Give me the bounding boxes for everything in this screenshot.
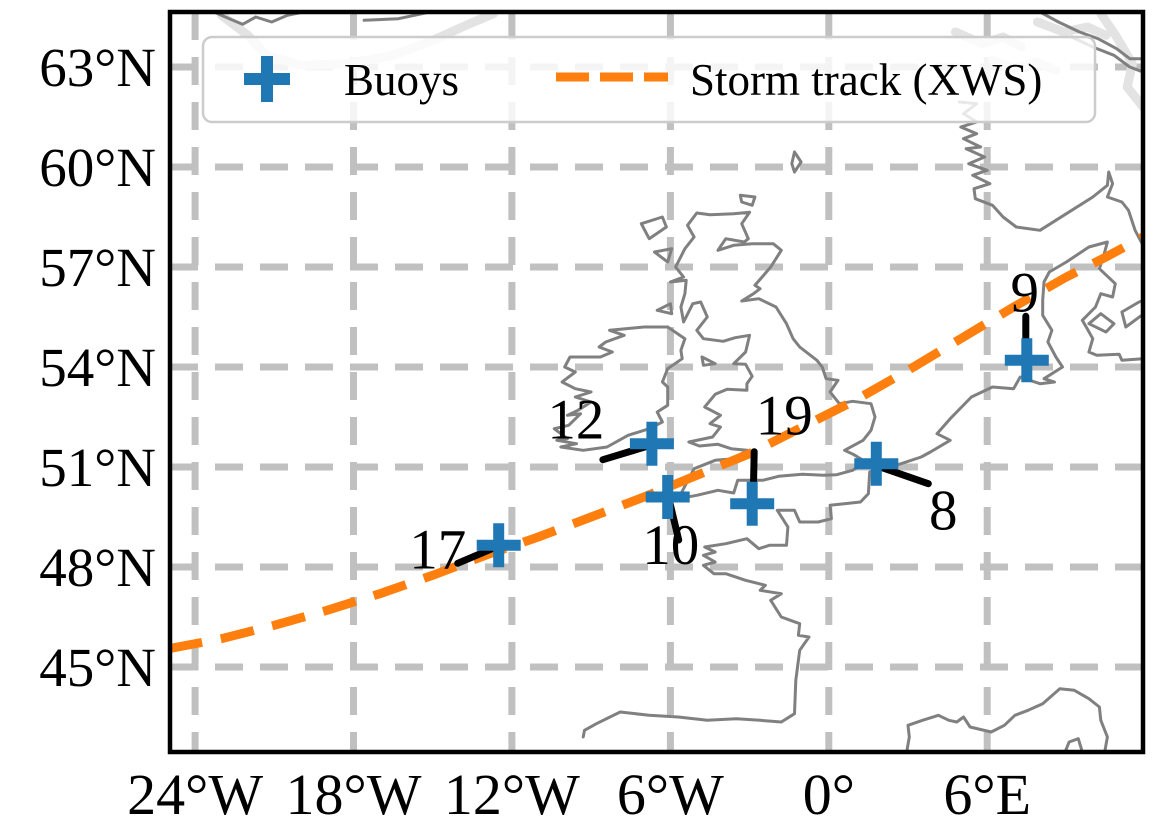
y-tick-label: 63°N bbox=[39, 37, 156, 98]
buoy-label-10: 10 bbox=[642, 514, 699, 577]
storm-track-layer bbox=[172, 233, 1141, 653]
tick-labels-layer: 24°W 18°W 12°W 6°W 0° 6°E 63°N 60°N 57°N 54°N 51°N… bbox=[39, 37, 1031, 827]
buoys-layer: 17 12 10 19 8 9 bbox=[409, 261, 1049, 581]
coastline bbox=[700, 355, 717, 367]
coastline bbox=[1064, 737, 1084, 750]
coastline bbox=[790, 150, 803, 174]
plot-frame bbox=[167, 9, 1146, 755]
coastline-light bbox=[1096, 14, 1141, 112]
legend-buoys-label: Buoys bbox=[344, 55, 459, 105]
coastline bbox=[215, 14, 302, 26]
x-tick-label: 24°W bbox=[127, 762, 263, 827]
y-tick-label: 60°N bbox=[39, 137, 156, 198]
coastline bbox=[1120, 299, 1141, 329]
buoy-marker-19 bbox=[730, 481, 775, 526]
coastline bbox=[905, 687, 1109, 750]
buoy-marker-17 bbox=[476, 523, 521, 568]
buoy-marker-8 bbox=[854, 441, 899, 486]
y-tick-label: 54°N bbox=[39, 337, 156, 398]
buoy-label-8: 8 bbox=[929, 480, 958, 543]
legend-track-label: Storm track (XWS) bbox=[690, 55, 1042, 105]
x-tick-label: 18°W bbox=[286, 762, 422, 827]
coastline bbox=[668, 210, 877, 501]
buoy-label-19: 19 bbox=[756, 385, 813, 448]
coastline bbox=[639, 215, 668, 241]
x-tick-label: 12°W bbox=[444, 762, 580, 827]
buoy-marker-12 bbox=[629, 421, 674, 466]
legend: Buoys Storm track (XWS) bbox=[201, 35, 1097, 124]
coastline bbox=[738, 193, 757, 207]
buoy-plus-icon bbox=[244, 56, 290, 102]
coastline bbox=[655, 302, 674, 316]
coastline bbox=[653, 247, 674, 264]
x-tick-label: 6°E bbox=[943, 762, 1031, 827]
y-tick-label: 51°N bbox=[39, 437, 156, 498]
x-tick-label: 0° bbox=[803, 762, 855, 827]
coastline bbox=[958, 100, 1141, 245]
buoy-label-17: 17 bbox=[409, 518, 466, 581]
buoy-marker-9 bbox=[1004, 338, 1049, 383]
y-tick-label: 48°N bbox=[39, 537, 156, 598]
coastline bbox=[552, 325, 687, 452]
coastline bbox=[1087, 312, 1116, 334]
leader-line-8 bbox=[875, 463, 932, 488]
coastline bbox=[1040, 14, 1141, 61]
y-tick-label: 57°N bbox=[39, 237, 156, 298]
buoy-label-9: 9 bbox=[1011, 261, 1040, 324]
y-tick-label: 45°N bbox=[39, 637, 156, 698]
storm-track-line bbox=[172, 233, 1141, 653]
x-tick-label: 6°W bbox=[617, 762, 724, 827]
buoy-label-12: 12 bbox=[547, 389, 604, 452]
coastline bbox=[581, 240, 1141, 739]
coastline-layer bbox=[215, 14, 1141, 750]
buoy-marker-10 bbox=[645, 475, 690, 519]
